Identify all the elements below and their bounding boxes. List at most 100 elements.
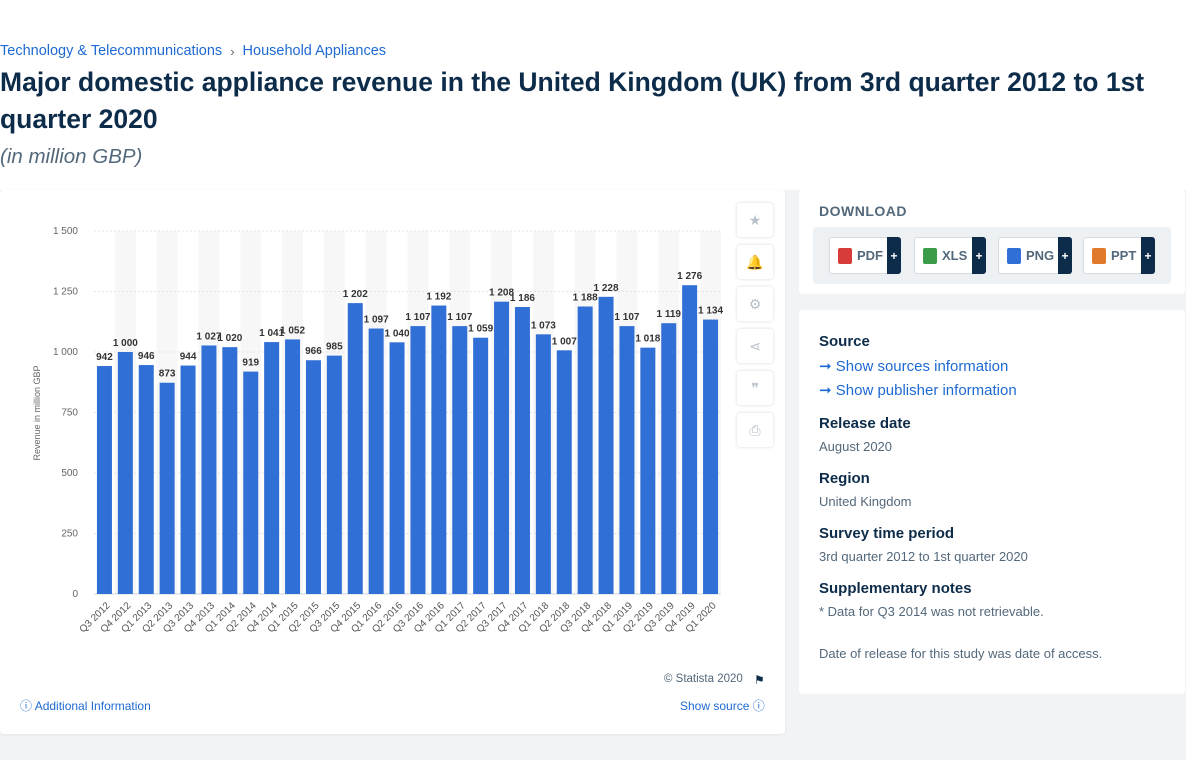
- download-card: DOWNLOAD PDF + XLS + PNG + PPT +: [799, 190, 1185, 294]
- show-sources-link[interactable]: ➞ Show sources information: [819, 357, 1008, 375]
- bar-value-label: 1 192: [426, 292, 451, 303]
- bar: [640, 347, 656, 594]
- info-card: Source ➞ Show sources information ➞ Show…: [799, 310, 1185, 694]
- notification-bell-icon[interactable]: 🔔: [737, 245, 773, 279]
- download-ppt-label: PPT: [1111, 248, 1137, 263]
- ppt-file-icon: [1092, 247, 1106, 264]
- breadcrumb-link-household[interactable]: Household Appliances: [242, 43, 387, 59]
- bar-value-label: 873: [159, 369, 176, 380]
- bar-value-label: 1 059: [468, 324, 493, 335]
- bar-value-label: 944: [180, 352, 197, 363]
- survey-period-value: 3rd quarter 2012 to 1st quarter 2020: [819, 549, 1028, 564]
- bar: [682, 285, 698, 594]
- bar-value-label: 985: [326, 342, 343, 353]
- cite-quote-icon[interactable]: ❞: [737, 371, 773, 405]
- plus-icon: +: [972, 237, 986, 274]
- chart-copyright: © Statista 2020: [664, 673, 743, 685]
- arrow-right-icon: ➞: [819, 358, 836, 375]
- bar-value-label: 1 000: [113, 338, 138, 349]
- bar-value-label: 919: [242, 358, 259, 369]
- share-icon[interactable]: ⋖: [737, 329, 773, 363]
- bar-value-label: 1 018: [635, 334, 660, 345]
- bar: [264, 342, 280, 594]
- favorite-star-icon[interactable]: ★: [737, 203, 773, 237]
- bar-value-label: 1 276: [677, 271, 702, 282]
- bar: [514, 306, 530, 594]
- bar: [494, 301, 510, 594]
- additional-information-link[interactable]: ⓘ Additional Information: [20, 697, 151, 714]
- supplementary-notes-value: * Data for Q3 2014 was not retrievable.: [819, 604, 1044, 619]
- settings-gear-icon[interactable]: ⚙: [737, 287, 773, 321]
- bar-value-label: 1 202: [343, 289, 368, 300]
- y-axis-label: Revenue in million GBP: [32, 365, 42, 460]
- y-tick-label: 0: [72, 589, 78, 600]
- release-date-value: August 2020: [819, 439, 893, 454]
- show-publisher-link[interactable]: ➞ Show publisher information: [819, 381, 1017, 399]
- bar: [243, 371, 259, 594]
- bar-value-label: 1 107: [614, 312, 639, 323]
- y-tick-label: 1 500: [53, 226, 78, 237]
- bar-value-label: 1 041: [259, 328, 284, 339]
- bar-value-label: 1 107: [405, 312, 430, 323]
- bar-value-label: 966: [305, 346, 322, 357]
- survey-period-heading: Survey time period: [819, 525, 955, 542]
- bar: [222, 347, 238, 594]
- download-xls-button[interactable]: XLS +: [914, 237, 986, 274]
- info-circle-icon: ⓘ: [20, 699, 35, 713]
- bar: [703, 319, 719, 594]
- bar-value-label: 1 119: [657, 309, 682, 320]
- bar: [326, 355, 342, 594]
- bar: [452, 326, 468, 594]
- bar: [117, 352, 133, 594]
- bar: [368, 328, 384, 594]
- show-source-link[interactable]: Show source ⓘ: [680, 697, 765, 714]
- header-band: [0, 0, 1186, 190]
- bar-value-label: 1 134: [698, 306, 723, 317]
- download-png-label: PNG: [1026, 248, 1055, 263]
- info-circle-icon: ⓘ: [749, 699, 765, 713]
- bar-value-label: 1 208: [489, 288, 514, 299]
- plus-icon: +: [1058, 237, 1072, 274]
- bar-value-label: 1 073: [531, 320, 556, 331]
- download-title: DOWNLOAD: [819, 203, 907, 219]
- bar: [96, 366, 112, 594]
- bar: [305, 360, 321, 594]
- bar: [535, 334, 551, 594]
- download-ppt-button[interactable]: PPT +: [1083, 237, 1155, 274]
- bar: [410, 326, 426, 594]
- bar: [159, 382, 175, 594]
- bar: [138, 365, 154, 594]
- download-tray: PDF + XLS + PNG + PPT +: [813, 227, 1171, 284]
- y-tick-label: 1 000: [53, 347, 78, 358]
- show-sources-label: Show sources information: [835, 358, 1009, 375]
- download-pdf-label: PDF: [857, 248, 883, 263]
- bar-value-label: 1 107: [447, 312, 472, 323]
- bar: [347, 303, 363, 594]
- bar: [661, 323, 677, 594]
- bar: [556, 350, 572, 594]
- breadcrumb: Technology & Telecommunications › Househ…: [0, 43, 386, 59]
- y-tick-label: 1 250: [53, 287, 78, 298]
- arrow-right-icon: ➞: [819, 382, 836, 399]
- print-icon[interactable]: ⎙: [737, 413, 773, 447]
- plus-icon: +: [1141, 237, 1155, 274]
- release-date-heading: Release date: [819, 415, 911, 432]
- download-png-button[interactable]: PNG +: [998, 237, 1072, 274]
- bar: [431, 305, 447, 594]
- additional-information-label: Additional Information: [34, 699, 151, 713]
- plus-icon: +: [887, 237, 901, 274]
- bar-value-label: 1 097: [364, 315, 389, 326]
- chart-toolbar: ★ 🔔 ⚙ ⋖ ❞ ⎙: [737, 203, 773, 455]
- page-subtitle: (in million GBP): [0, 145, 143, 168]
- bar-value-label: 1 188: [573, 293, 598, 304]
- bar: [577, 306, 593, 594]
- bar-value-label: 1 186: [510, 293, 535, 304]
- download-pdf-button[interactable]: PDF +: [829, 237, 901, 274]
- show-source-label: Show source: [680, 699, 750, 713]
- report-flag-icon[interactable]: ⚑: [754, 673, 765, 687]
- breadcrumb-link-technology[interactable]: Technology & Telecommunications: [0, 43, 223, 59]
- bar: [619, 326, 635, 594]
- bar: [285, 339, 301, 594]
- region-value: United Kingdom: [819, 494, 912, 509]
